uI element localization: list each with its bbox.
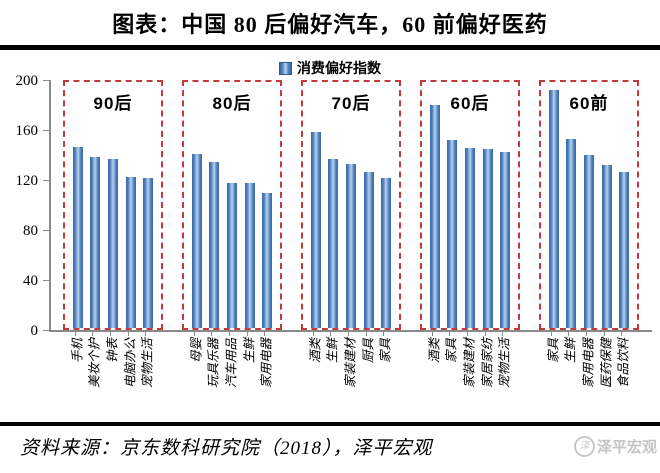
- x-category-label: 医药保健: [599, 332, 613, 421]
- x-category-label: 手机: [70, 332, 84, 421]
- x-category-label: 家具: [546, 332, 560, 421]
- x-category-label: 生鲜: [242, 332, 256, 421]
- group-label: 70后: [331, 94, 371, 113]
- x-category-label: 家装建材: [343, 332, 357, 421]
- bar: [107, 159, 118, 328]
- y-tick-label: 40: [23, 273, 38, 289]
- bar: [262, 193, 273, 328]
- y-tick-label: 0: [30, 323, 39, 339]
- page-title: 图表：中国 80 后偏好汽车，60 前偏好医药: [112, 12, 548, 37]
- bar: [381, 178, 392, 328]
- bar: [500, 152, 511, 328]
- plot-area: 90后 80后 70后 60后 60前: [49, 80, 652, 332]
- x-category-label: 宠物生活: [141, 332, 155, 421]
- group-label: 90后: [93, 94, 133, 113]
- y-tick-label: 120: [15, 173, 39, 189]
- bar: [566, 139, 577, 328]
- x-label-group: 家具 生鲜 家用电器 医药保健 食品饮料: [537, 332, 637, 421]
- x-label-group: 酒类 家具 家装建材 家居家纺 宠物生活: [418, 332, 518, 421]
- legend-swatch-icon: [279, 61, 292, 75]
- x-category-label: 汽车用品: [224, 332, 238, 421]
- x-category-label: 生鲜: [326, 332, 340, 421]
- bar: [328, 159, 339, 328]
- bar: [548, 90, 559, 328]
- x-category-label: 生鲜: [564, 332, 578, 421]
- source-row: 资料来源：京东数科研究院（2018），泽平宏观 泽 泽平宏观: [0, 426, 660, 468]
- x-category-label: 家具: [379, 332, 393, 421]
- title-divider: [0, 45, 660, 50]
- bar: [143, 178, 154, 328]
- bar: [72, 147, 83, 328]
- group-label: 80后: [212, 94, 252, 113]
- bar: [125, 177, 136, 328]
- x-category-label: 电脑办公: [123, 332, 137, 421]
- x-category-label: 美妆个护: [88, 332, 102, 421]
- x-category-label: 食品饮料: [617, 332, 631, 421]
- watermark-label: 泽平宏观: [596, 439, 657, 456]
- footer-divider: [0, 422, 660, 426]
- y-tick-label: 80: [23, 223, 38, 239]
- bar: [447, 140, 458, 328]
- bar: [464, 148, 475, 328]
- bar-chart: 0 40 80 120 160 200 90后 80后 70后 60后 60前 手机 美妆个护 钟表电…: [0, 73, 660, 421]
- x-category-label: 家居家纺: [480, 332, 494, 421]
- x-label-group: 母婴 玩具乐器 汽车用品 生鲜 家用电器: [180, 332, 280, 421]
- bar: [482, 149, 493, 328]
- bar: [209, 162, 220, 328]
- bar: [619, 172, 630, 328]
- bar: [191, 154, 202, 328]
- y-tick-label: 160: [15, 123, 39, 139]
- y-tick-mark: [43, 180, 49, 181]
- y-tick-mark: [43, 130, 49, 131]
- group-box: 60后: [420, 80, 520, 330]
- y-tick-mark: [43, 80, 49, 81]
- bar: [363, 172, 374, 328]
- y-tick-mark: [43, 280, 49, 281]
- x-category-label: 家用电器: [260, 332, 274, 421]
- group-box: 90后: [63, 80, 163, 330]
- x-category-label: 宠物生活: [498, 332, 512, 421]
- watermark: 泽 泽平宏观: [573, 436, 657, 457]
- x-category-label: 母婴: [189, 332, 203, 421]
- bar: [244, 183, 255, 328]
- y-tick-label: 200: [15, 73, 39, 89]
- bar: [90, 157, 101, 328]
- x-category-label: 家装建材: [462, 332, 476, 421]
- group-label: 60前: [569, 94, 609, 113]
- y-tick-mark: [43, 230, 49, 231]
- y-tick-mark: [43, 330, 49, 331]
- bar: [345, 164, 356, 328]
- group-label: 60后: [450, 94, 490, 113]
- x-category-label: 厨具: [361, 332, 375, 421]
- y-axis: 0 40 80 120 160 200: [0, 73, 49, 339]
- group-box: 60前: [539, 80, 639, 330]
- x-category-label: 钟表: [105, 332, 119, 421]
- x-label-group: 手机 美妆个护 钟表 电脑办公 宠物生活: [61, 332, 161, 421]
- chart-legend: 消费偏好指数: [0, 59, 660, 77]
- source-text: 资料来源：京东数科研究院（2018），泽平宏观: [20, 438, 433, 459]
- bar: [601, 165, 612, 328]
- bar: [226, 183, 237, 328]
- group-box: 70后: [301, 80, 401, 330]
- bar: [583, 155, 594, 328]
- x-category-label: 家用电器: [581, 332, 595, 421]
- legend-label: 消费偏好指数: [297, 60, 381, 76]
- x-axis-labels: 手机 美妆个护 钟表 电脑办公 宠物生活 母婴 玩具乐器 汽车用品 生鲜 家用电器 酒类 生鲜 家装建材…: [49, 332, 660, 421]
- watermark-logo-icon: 泽: [573, 436, 595, 457]
- x-category-label: 玩具乐器: [207, 332, 221, 421]
- bar: [310, 132, 321, 328]
- x-label-group: 酒类 生鲜 家装建材 厨具 家具: [299, 332, 399, 421]
- x-category-label: 家具: [445, 332, 459, 421]
- x-category-label: 酒类: [308, 332, 322, 421]
- x-category-label: 酒类: [427, 332, 441, 421]
- group-box: 80后: [182, 80, 282, 330]
- bar: [429, 105, 440, 328]
